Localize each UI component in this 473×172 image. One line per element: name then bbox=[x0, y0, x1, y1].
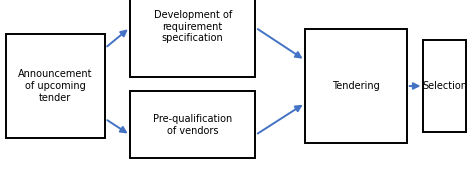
Text: Selection: Selection bbox=[422, 81, 467, 91]
FancyBboxPatch shape bbox=[423, 40, 466, 132]
FancyBboxPatch shape bbox=[6, 34, 105, 138]
Text: Tendering: Tendering bbox=[332, 81, 380, 91]
Text: Announcement
of upcoming
tender: Announcement of upcoming tender bbox=[18, 69, 93, 103]
FancyBboxPatch shape bbox=[130, 91, 255, 158]
Text: Development of
requirement
specification: Development of requirement specification bbox=[154, 10, 232, 43]
FancyBboxPatch shape bbox=[130, 0, 255, 77]
Text: Pre-qualification
of vendors: Pre-qualification of vendors bbox=[153, 114, 232, 136]
FancyBboxPatch shape bbox=[305, 29, 407, 143]
